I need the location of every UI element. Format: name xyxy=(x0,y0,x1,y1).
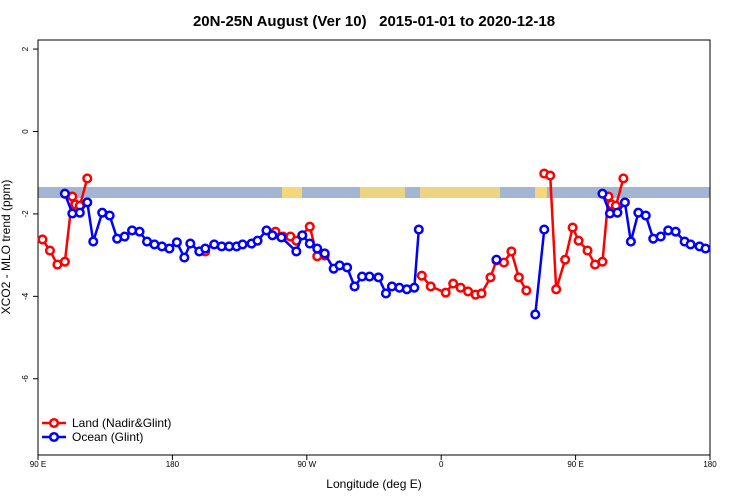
legend: Land (Nadir&Glint)Ocean (Glint) xyxy=(42,416,171,444)
point xyxy=(297,230,308,241)
point xyxy=(476,288,487,299)
point xyxy=(567,222,578,233)
point xyxy=(342,262,353,273)
point xyxy=(104,210,115,221)
point xyxy=(530,309,541,320)
map-band xyxy=(38,187,710,198)
point xyxy=(551,284,562,295)
point xyxy=(560,254,571,265)
point xyxy=(545,170,556,181)
point xyxy=(134,226,145,237)
point xyxy=(373,272,384,283)
point xyxy=(82,173,93,184)
point xyxy=(380,288,391,299)
point xyxy=(582,245,593,256)
y-tick-label: -4 xyxy=(21,292,30,300)
legend-label: Land (Nadir&Glint) xyxy=(72,416,171,430)
point xyxy=(164,243,175,254)
point xyxy=(59,256,70,267)
point xyxy=(44,245,55,256)
legend-marker xyxy=(48,431,60,443)
point xyxy=(425,281,436,292)
x-axis-label: Longitude (deg E) xyxy=(326,477,421,491)
y-tick-label: 0 xyxy=(21,129,30,134)
point xyxy=(237,239,248,250)
point xyxy=(612,207,623,218)
point xyxy=(506,246,517,257)
y-tick-label: -2 xyxy=(21,210,30,218)
x-tick-label: 180 xyxy=(703,460,717,469)
point xyxy=(455,282,466,293)
point xyxy=(625,236,636,247)
point xyxy=(267,230,278,241)
point xyxy=(700,243,711,254)
point xyxy=(185,238,196,249)
legend-marker xyxy=(48,417,60,429)
point xyxy=(619,197,630,208)
point xyxy=(59,188,70,199)
point xyxy=(304,238,315,249)
x-tick-label: 90 W xyxy=(297,460,316,469)
point xyxy=(539,224,550,235)
point xyxy=(655,231,666,242)
point xyxy=(440,287,451,298)
y-axis-label: XCO2 - MLO trend (ppm) xyxy=(0,180,13,315)
point xyxy=(74,207,85,218)
point xyxy=(88,236,99,247)
point xyxy=(491,254,502,265)
point xyxy=(513,272,524,283)
point xyxy=(485,272,496,283)
point xyxy=(276,232,287,243)
point xyxy=(364,271,375,282)
point xyxy=(670,226,681,237)
x-tick-label: 90 E xyxy=(567,460,583,469)
point xyxy=(618,173,629,184)
point xyxy=(640,210,651,221)
y-tick-label: -6 xyxy=(21,375,30,383)
x-tick-label: 90 E xyxy=(30,460,46,469)
point xyxy=(119,231,130,242)
point xyxy=(291,246,302,257)
point xyxy=(319,248,330,259)
point xyxy=(573,235,584,246)
plot: 90 E 180 90 W 0 90 E 180 2 0 -2 -4 -6 Land (Nadir&G… xyxy=(21,46,717,469)
point xyxy=(179,252,190,263)
point xyxy=(261,225,272,236)
point xyxy=(200,243,211,254)
point xyxy=(448,278,459,289)
point xyxy=(349,281,360,292)
point xyxy=(252,235,263,246)
point xyxy=(597,256,608,267)
legend-label: Ocean (Glint) xyxy=(72,430,143,444)
x-tick-label: 0 xyxy=(439,460,444,469)
point xyxy=(37,234,48,245)
point xyxy=(597,188,608,199)
point xyxy=(416,270,427,281)
point xyxy=(82,197,93,208)
point xyxy=(521,285,532,296)
point xyxy=(409,282,420,293)
y-tick-label: 2 xyxy=(21,46,30,51)
x-tick-label: 180 xyxy=(166,460,180,469)
chart-title: 20N-25N August (Ver 10) 2015-01-01 to 20… xyxy=(193,13,555,30)
point xyxy=(171,237,182,248)
plot-frame xyxy=(37,39,711,456)
point xyxy=(685,239,696,250)
point xyxy=(312,243,323,254)
point xyxy=(413,224,424,235)
point xyxy=(304,221,315,232)
